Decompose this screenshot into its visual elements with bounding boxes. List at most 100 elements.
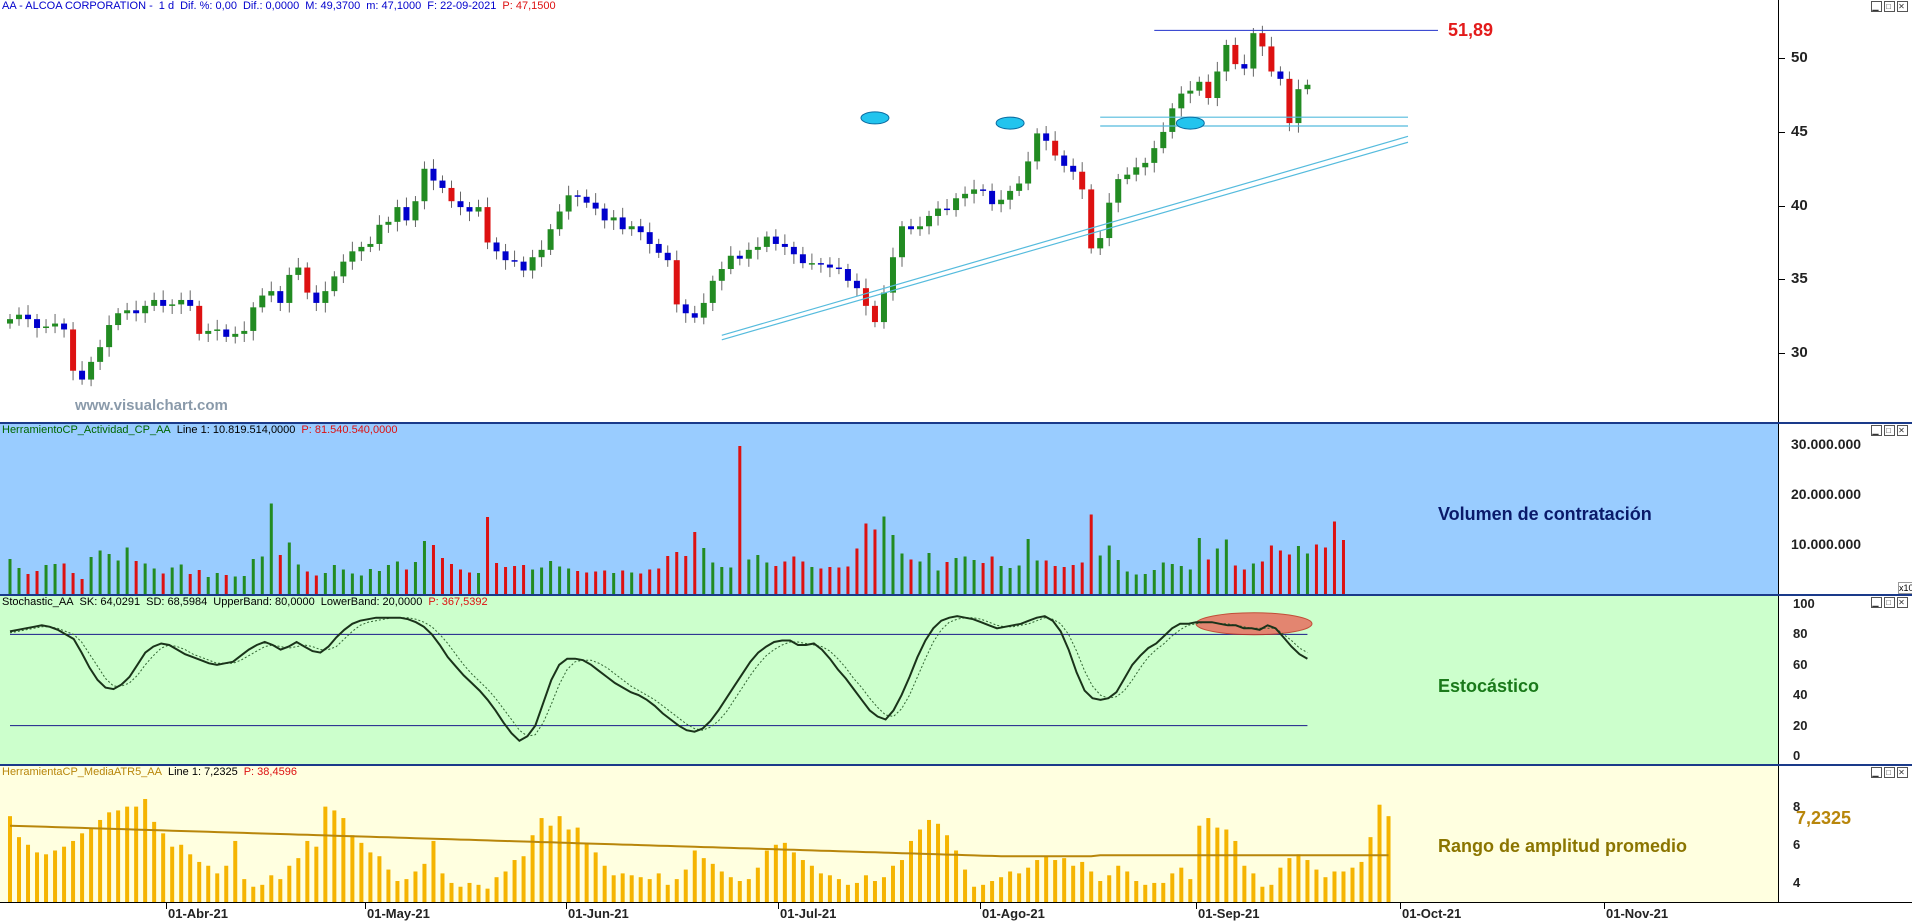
close-icon[interactable]: ✕: [1897, 425, 1908, 436]
atr-bar: [881, 877, 886, 902]
volume-bar: [35, 571, 39, 594]
candle-body: [304, 267, 311, 293]
tick-mark: [1779, 279, 1785, 281]
close-icon[interactable]: ✕: [1897, 1, 1908, 12]
atr-bar: [1296, 854, 1301, 902]
atr-bar: [719, 871, 724, 902]
candle: [835, 257, 842, 275]
volume-plot[interactable]: [0, 424, 1778, 594]
candle: [1160, 122, 1167, 154]
candle-body: [655, 243, 662, 253]
atr-bar: [1260, 886, 1265, 902]
candle: [926, 210, 933, 235]
x-axis: 01-Abr-21 01-May-21 01-Jun-21 01-Jul-21 01-A…: [0, 903, 1912, 922]
atr-bar: [467, 882, 472, 902]
atr-bar: [782, 842, 787, 902]
candle-body: [592, 202, 599, 209]
close-icon[interactable]: ✕: [1897, 767, 1908, 778]
price-plot[interactable]: [0, 0, 1778, 422]
atr-bar: [1269, 884, 1274, 902]
candle: [97, 339, 104, 370]
candle-body: [619, 217, 626, 230]
atr-bar: [683, 869, 688, 902]
candle: [1061, 150, 1068, 173]
candle-body: [484, 207, 491, 243]
maximize-icon[interactable]: □: [1884, 597, 1895, 608]
volume-bar: [377, 571, 381, 594]
separator-1[interactable]: [0, 422, 1912, 424]
volume-bar: [287, 542, 291, 594]
volume-bar: [810, 567, 814, 594]
candle: [971, 179, 978, 204]
volume-bar: [630, 572, 634, 594]
atr-bar: [1053, 860, 1058, 902]
candle-body: [898, 226, 905, 258]
atr-pane[interactable]: 8 6 4 HerramientaCP_MediaATR5_AA Line 1: 7,…: [0, 766, 1912, 902]
volume-bar: [990, 556, 994, 594]
minimize-icon[interactable]: ▁: [1871, 425, 1882, 436]
price-pane[interactable]: 50 45 40 35 30 AA - ALCOA CORPORATION - 1 d Di…: [0, 0, 1912, 422]
candle: [196, 300, 203, 341]
candle-body: [52, 323, 59, 327]
volume-bar: [224, 575, 228, 594]
candle: [727, 246, 734, 275]
maximize-icon[interactable]: □: [1884, 767, 1895, 778]
volume-bar: [468, 572, 472, 594]
price-text: P: 47,1500: [502, 0, 556, 12]
volume-y-tick: 10.000.000: [1791, 536, 1862, 552]
minimize-icon[interactable]: ▁: [1871, 767, 1882, 778]
atr-bar: [872, 881, 877, 902]
candle-body: [565, 195, 572, 212]
candle: [953, 193, 960, 217]
maximize-icon[interactable]: □: [1884, 425, 1895, 436]
candle-body: [1133, 167, 1140, 175]
candle-body: [286, 274, 293, 303]
volume-bar: [531, 569, 535, 594]
atr-plot[interactable]: [0, 766, 1778, 902]
candle: [439, 175, 446, 194]
stochastic-plot[interactable]: [0, 596, 1778, 764]
stochastic-pane[interactable]: 100 80 60 40 20 0 Stochastic_AA SK: 64,0291 SD:…: [0, 596, 1912, 764]
candle-body: [646, 232, 653, 244]
x-tick-mark: [980, 903, 981, 909]
atr-bar: [1386, 816, 1391, 902]
separator-3[interactable]: [0, 764, 1912, 766]
x-axis-label: 01-Sep-21: [1198, 906, 1260, 921]
minimize-icon[interactable]: ▁: [1871, 597, 1882, 608]
volume-bar: [188, 574, 192, 594]
minimize-icon[interactable]: ▁: [1871, 1, 1882, 12]
candle-body: [799, 254, 806, 264]
atr-bar: [89, 827, 94, 902]
volume-bar: [413, 562, 417, 594]
atr-bar: [269, 875, 274, 902]
volume-bar: [8, 559, 12, 594]
volume-bar: [215, 573, 219, 594]
atr-bar: [1341, 871, 1346, 902]
candle: [799, 246, 806, 269]
candle: [484, 197, 491, 250]
volume-pane[interactable]: 30.000.000 20.000.000 10.000.000 Herramien…: [0, 424, 1912, 594]
candle-body: [826, 264, 833, 268]
volume-bar: [648, 569, 652, 594]
volume-bar: [134, 561, 138, 594]
maximize-icon[interactable]: □: [1884, 1, 1895, 12]
candle-body: [1250, 33, 1257, 69]
atr-bar: [836, 879, 841, 902]
volume-bar: [89, 557, 93, 594]
candle-body: [1160, 131, 1167, 149]
candle-body: [169, 304, 176, 306]
candle: [745, 242, 752, 267]
separator-2[interactable]: [0, 594, 1912, 596]
volume-bar: [17, 568, 21, 594]
close-icon[interactable]: ✕: [1897, 597, 1908, 608]
candle: [43, 319, 50, 334]
candle: [646, 222, 653, 254]
volume-bar: [1296, 546, 1300, 594]
atr-header: HerramientaCP_MediaATR5_AA Line 1: 7,2325…: [2, 766, 303, 779]
volume-window-controls: ▁ □ ✕: [1869, 425, 1908, 436]
atr-bar: [296, 858, 301, 902]
candle: [1106, 193, 1113, 247]
stoch-sd: SD: 68,5984: [146, 596, 208, 608]
atr-bar: [386, 869, 391, 902]
candle: [241, 321, 248, 342]
